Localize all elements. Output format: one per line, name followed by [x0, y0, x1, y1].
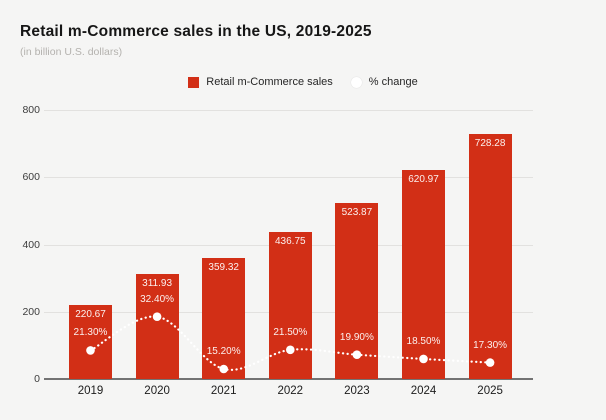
- chart-subtitle: (in billion U.S. dollars): [20, 46, 123, 58]
- bar-value-label-2019: 220.67: [75, 308, 106, 320]
- red-square-icon: [188, 76, 200, 88]
- legend-item-sales: Retail m-Commerce sales: [188, 76, 333, 88]
- pct-change-label-2022: 21.50%: [273, 326, 308, 338]
- bar-2024: [402, 170, 445, 379]
- bar-2021: [202, 258, 246, 379]
- pct-change-label-2021: 15.20%: [206, 345, 241, 357]
- bar-value-label-2024: 620.97: [408, 174, 439, 186]
- bar-value-label-2023: 523.87: [341, 206, 373, 218]
- x-axis-label-2019: 2019: [77, 385, 104, 397]
- bar-value-label-2020: 311.93: [142, 278, 173, 290]
- y-tick-label-400: 400: [22, 238, 40, 251]
- legend-sales-label: Retail m-Commerce sales: [206, 76, 333, 88]
- x-axis-label-2021: 2021: [210, 385, 237, 397]
- bar-value-label-2022: 436.75: [275, 236, 306, 248]
- bar-2020: [135, 274, 179, 379]
- chart-title: Retail m-Commerce sales in the US, 2019-…: [20, 23, 372, 40]
- legend: Retail m-Commerce sales % change: [0, 76, 606, 88]
- bar-value-label-2025: 728.28: [474, 138, 506, 150]
- y-tick-label-0: 0: [34, 373, 40, 385]
- bar-value-label-2021: 359.32: [208, 262, 239, 274]
- bar-2023: [335, 202, 379, 379]
- legend-item-pct-change: % change: [350, 76, 418, 88]
- x-axis-label-2023: 2023: [344, 385, 370, 397]
- gridline-600: [44, 177, 533, 179]
- pct-change-label-2020: 32.40%: [140, 293, 175, 305]
- x-axis-label-2020: 2020: [144, 385, 170, 397]
- y-tick-label-800: 800: [22, 104, 40, 117]
- x-axis-label-2022: 2022: [277, 385, 304, 397]
- pct-change-label-2024: 18.50%: [406, 335, 441, 347]
- bar-2022: [268, 232, 312, 379]
- gridline-800: [44, 110, 533, 112]
- pct-change-label-2019: 21.30%: [73, 327, 108, 339]
- white-circle-icon: [350, 76, 362, 88]
- x-axis-line: [44, 378, 533, 380]
- y-tick-label-600: 600: [22, 171, 40, 184]
- legend-pct-label: % change: [368, 76, 418, 88]
- x-axis-label-2024: 2024: [410, 385, 437, 397]
- x-axis-label-2025: 2025: [477, 385, 503, 397]
- pct-change-label-2025: 17.30%: [473, 339, 508, 351]
- pct-change-label-2023: 19.90%: [339, 331, 374, 343]
- y-tick-label-200: 200: [22, 305, 40, 318]
